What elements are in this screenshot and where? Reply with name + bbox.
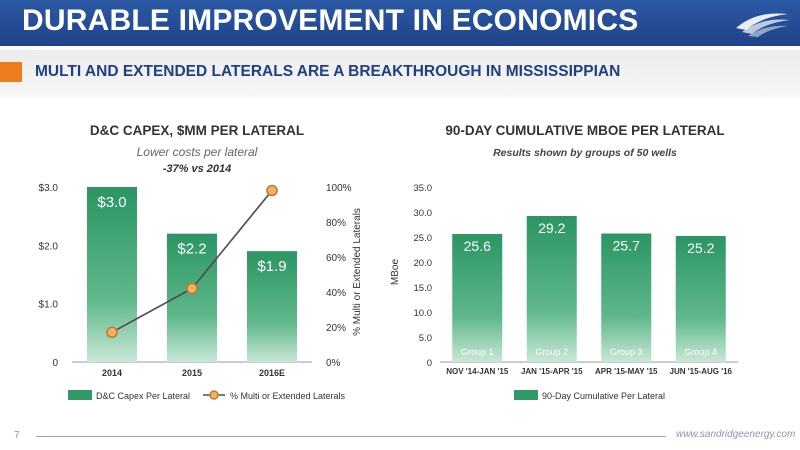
legend-bar-swatch: [514, 390, 538, 400]
group-label: Group 1: [461, 347, 494, 357]
y-tick-label: 15.0: [414, 283, 433, 294]
bar-value-label: 29.2: [538, 220, 565, 236]
chart-title: D&C CAPEX, $MM PER LATERAL: [90, 123, 304, 138]
page-number: 7: [14, 430, 20, 441]
bar: [452, 234, 503, 362]
y2-tick-label: 80%: [326, 218, 346, 229]
page-title: DURABLE IMPROVEMENT IN ECONOMICS: [22, 4, 639, 37]
chart-annotation: -37% vs 2014: [163, 163, 232, 175]
slide-subtitle: MULTI AND EXTENDED LATERALS ARE A BREAKT…: [35, 63, 621, 80]
x-tick-label: JUN '15-AUG '16: [670, 367, 733, 376]
bar-value-label: 25.7: [613, 238, 640, 254]
group-label: Group 3: [610, 347, 643, 357]
x-tick-label: NOV '14-JAN '15: [446, 367, 509, 376]
bar-value-label: $3.0: [97, 194, 126, 211]
y-tick-label: 10.0: [414, 308, 433, 319]
bar: [526, 216, 577, 362]
title-bar: DURABLE IMPROVEMENT IN ECONOMICS: [0, 0, 800, 46]
y-tick-label: 20.0: [414, 258, 433, 269]
y2-tick-label: 20%: [326, 323, 346, 334]
bar-value-label: 25.6: [464, 238, 491, 254]
bar-value-label: $2.2: [177, 241, 206, 258]
footer-url: www.sandridgeenergy.com: [676, 429, 796, 440]
y2-tick-label: 0%: [326, 358, 341, 369]
accent-marker: [0, 62, 22, 82]
bar: [601, 233, 652, 362]
x-tick-label: 2014: [102, 368, 122, 378]
footer-divider: [36, 436, 666, 437]
legend-line-marker: [209, 390, 219, 400]
y2-tick-label: 60%: [326, 253, 346, 264]
y2-axis-label: % Multi or Extended Laterals: [352, 208, 363, 336]
bar: [247, 251, 297, 362]
y-tick-label: 25.0: [414, 233, 433, 244]
chart-title: 90-DAY CUMULATIVE MBOE PER LATERAL: [445, 123, 724, 138]
company-logo-icon: [736, 13, 790, 37]
group-label: Group 4: [684, 347, 717, 357]
capex-chart: D&C CAPEX, $MM PER LATERAL Lower costs p…: [39, 123, 363, 401]
y-tick-label: $2.0: [39, 241, 59, 252]
legend-bar-swatch: [68, 390, 92, 400]
line-point: [186, 282, 198, 295]
legend-bar-label: D&C Capex Per Lateral: [96, 391, 190, 401]
x-tick-label: 2016E: [259, 368, 285, 378]
chart-subtitle: Results shown by groups of 50 wells: [493, 147, 677, 159]
y-tick-label: 0: [52, 358, 58, 369]
line-point: [106, 326, 118, 339]
subheader-strip: [0, 50, 800, 98]
bar-value-label: $1.9: [257, 258, 286, 275]
y-tick-label: 0: [427, 358, 432, 369]
x-tick-label: JAN '15-APR '15: [521, 367, 583, 376]
y-tick-label: $1.0: [39, 300, 59, 311]
x-tick-label: 2015: [182, 368, 202, 378]
legend-bar-label: 90-Day Cumulative Per Lateral: [542, 391, 665, 401]
line-point: [266, 184, 278, 197]
chart-subtitle: Lower costs per lateral: [137, 145, 258, 159]
bar: [675, 236, 726, 362]
y2-tick-label: 40%: [326, 288, 346, 299]
y2-tick-label: 100%: [326, 183, 352, 194]
bar-value-label: 25.2: [687, 240, 714, 256]
y-tick-label: 5.0: [419, 333, 432, 344]
y-tick-label: 30.0: [414, 208, 433, 219]
x-tick-label: APR '15-MAY '15: [595, 367, 658, 376]
y-tick-label: $3.0: [39, 183, 59, 194]
legend-line-label: % Multi or Extended Laterals: [230, 391, 346, 401]
group-label: Group 2: [535, 347, 568, 357]
y-tick-label: 35.0: [414, 183, 433, 194]
